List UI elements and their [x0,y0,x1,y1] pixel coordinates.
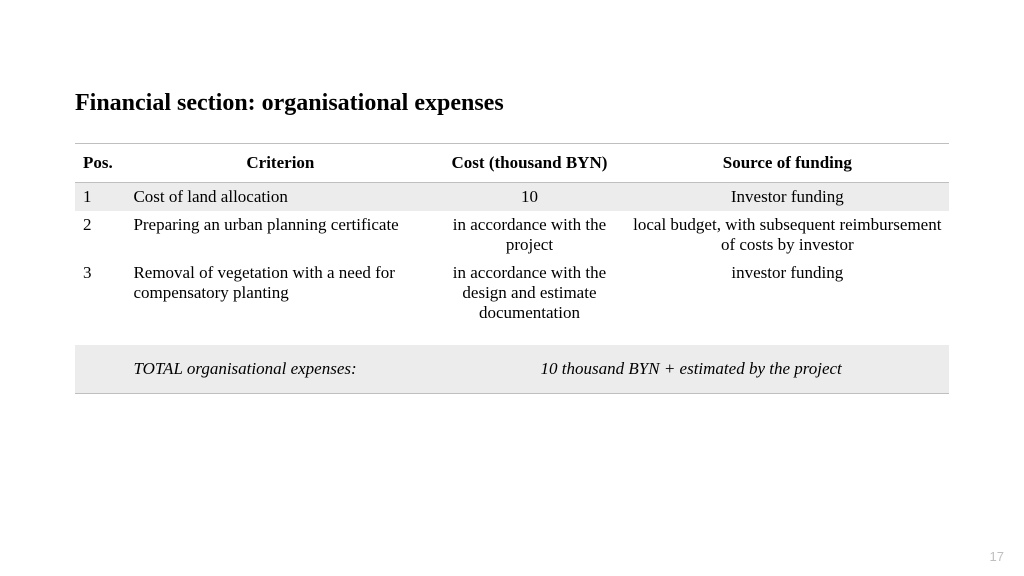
col-header-criterion: Criterion [127,144,433,183]
page-title: Financial section: organisational expens… [75,90,949,117]
total-value: 10 thousand BYN + estimated by the proje… [433,345,949,394]
table-total-row: TOTAL organisational expenses: 10 thousa… [75,345,949,394]
cell-pos: 2 [75,211,127,259]
cell-cost: in accordance with the project [433,211,625,259]
col-header-pos: Pos. [75,144,127,183]
cell-cost: 10 [433,183,625,212]
cell-criterion: Cost of land allocation [127,183,433,212]
cell-cost: in accordance with the design and estima… [433,259,625,327]
cell-criterion: Removal of vegetation with a need for co… [127,259,433,327]
expenses-table: Pos. Criterion Cost (thousand BYN) Sourc… [75,143,949,394]
table-spacer [75,327,949,345]
table-header-row: Pos. Criterion Cost (thousand BYN) Sourc… [75,144,949,183]
cell-criterion: Preparing an urban planning certificate [127,211,433,259]
total-label: TOTAL organisational expenses: [127,345,433,394]
cell-pos: 3 [75,259,127,327]
cell-pos: 1 [75,183,127,212]
table-row: 3 Removal of vegetation with a need for … [75,259,949,327]
col-header-source: Source of funding [626,144,949,183]
slide: Financial section: organisational expens… [0,0,1024,576]
table-row: 1 Cost of land allocation 10 Investor fu… [75,183,949,212]
col-header-cost: Cost (thousand BYN) [433,144,625,183]
cell-source: local budget, with subsequent reimbursem… [626,211,949,259]
cell-source: investor funding [626,259,949,327]
table-row: 2 Preparing an urban planning certificat… [75,211,949,259]
page-number: 17 [990,549,1004,564]
cell-source: Investor funding [626,183,949,212]
total-empty [75,345,127,394]
